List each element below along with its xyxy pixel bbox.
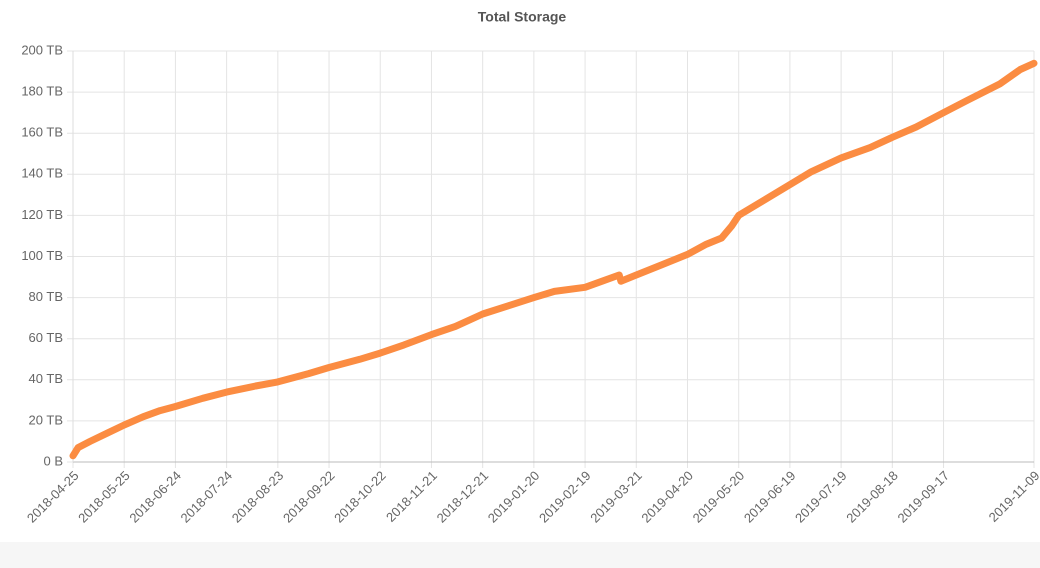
x-tick-label: 2018-08-23 <box>229 468 287 526</box>
x-tick-label: 2018-11-21 <box>383 468 440 525</box>
x-tick-label: 2019-03-21 <box>587 468 645 526</box>
x-tick-label: 2018-05-25 <box>75 468 133 526</box>
x-tick-label: 2019-01-20 <box>485 468 543 526</box>
y-tick-label: 200 TB <box>21 42 63 57</box>
y-tick-label: 140 TB <box>21 166 63 181</box>
y-tick-label: 60 TB <box>29 330 63 345</box>
x-tick-label: 2018-04-25 <box>24 468 82 526</box>
y-tick-label: 80 TB <box>29 289 63 304</box>
x-tick-label: 2019-02-19 <box>536 468 594 526</box>
x-tick-label: 2018-09-22 <box>280 468 338 526</box>
y-tick-label: 0 B <box>43 453 63 468</box>
x-tick-label: 2018-12-21 <box>434 468 492 526</box>
x-tick-label: 2018-10-22 <box>331 468 389 526</box>
line <box>69 59 1038 460</box>
y-tick-label: 40 TB <box>29 371 63 386</box>
x-tick-label: 2019-04-20 <box>638 468 696 526</box>
x-tick-label: 2019-09-17 <box>894 468 952 526</box>
x-tick-label: 2019-08-18 <box>843 468 901 526</box>
y-tick-label: 120 TB <box>21 207 63 222</box>
y-tick-label: 180 TB <box>21 84 63 99</box>
y-tick-label: 20 TB <box>29 412 63 427</box>
x-tick-label: 2019-05-20 <box>690 468 748 526</box>
x-tick-label: 2019-07-19 <box>792 468 850 526</box>
y-tick-label: 160 TB <box>21 125 63 140</box>
x-tick-label: 2018-06-24 <box>126 468 184 526</box>
x-tick-label: 2019-06-19 <box>741 468 799 526</box>
x-tick-label: 2019-11-09 <box>986 468 1040 525</box>
chart-title: Total Storage <box>478 9 567 25</box>
y-tick-label: 100 TB <box>21 248 63 263</box>
x-tick-label: 2018-07-24 <box>178 468 236 526</box>
footer-strip <box>0 542 1040 568</box>
